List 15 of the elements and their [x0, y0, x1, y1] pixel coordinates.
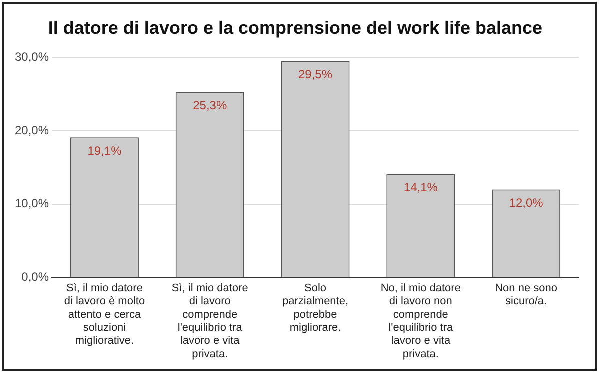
- data-label: 14,1%: [404, 180, 438, 195]
- x-tick-label: No, il mio datore di lavoro non comprende l'equilibrio tra lavoro e vita privata.: [380, 282, 461, 360]
- data-label: 12,0%: [509, 196, 544, 210]
- data-label: 29,5%: [298, 68, 333, 82]
- data-label: 25,3%: [193, 98, 228, 112]
- x-tick-label: Sì, il mio datore di lavoro comprende l'equilibrio tra lavoro e vita privata.: [172, 282, 248, 360]
- y-tick-label: 10,0%: [14, 196, 50, 211]
- chart-title: Il datore di lavoro e la comprensione del work life balance: [48, 18, 543, 38]
- data-label: 19,1%: [88, 144, 122, 158]
- x-tick-label: Solo parzialmente, potrebbe migliorare.: [282, 282, 349, 334]
- y-tick-label: 20,0%: [14, 123, 50, 138]
- y-tick-label: 30,0%: [14, 50, 50, 64]
- y-tick-label: 0,0%: [22, 270, 50, 284]
- x-tick-label: Non ne sono sicuro/a.: [495, 282, 558, 308]
- x-tick-label: Sì, il mio datore di lavoro è molto attento e cerca soluzioni migliorative.: [64, 282, 146, 348]
